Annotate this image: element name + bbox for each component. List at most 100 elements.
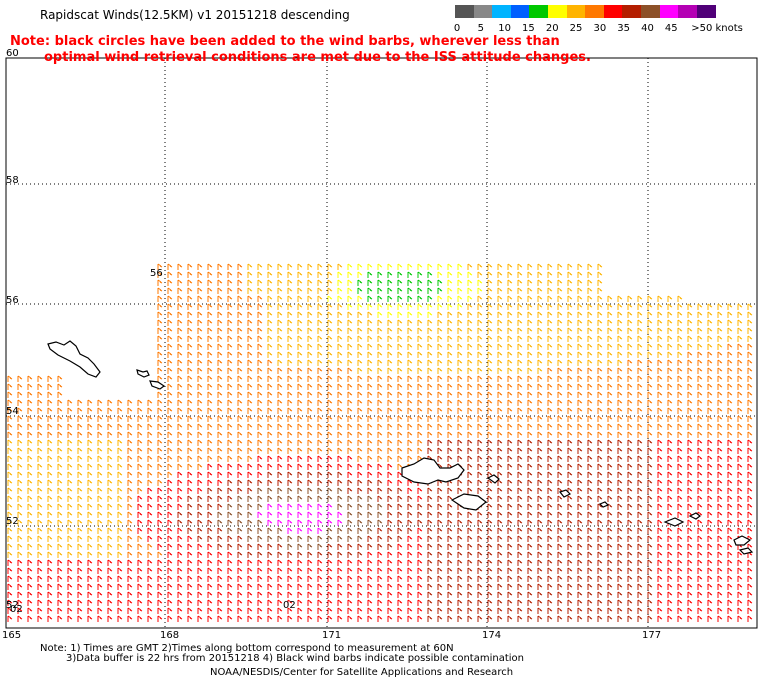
- wind-barb: [17, 407, 23, 414]
- wind-barb: [527, 271, 533, 278]
- wind-barb: [37, 471, 43, 478]
- wind-barb: [427, 511, 433, 518]
- wind-barb: [277, 279, 283, 286]
- wind-barb: [647, 303, 653, 310]
- wind-barb: [537, 519, 543, 526]
- wind-barb: [337, 503, 343, 510]
- wind-barb: [597, 551, 603, 558]
- wind-barb: [567, 439, 573, 446]
- wind-barb: [367, 527, 373, 534]
- wind-barb: [207, 615, 213, 622]
- wind-barb: [667, 495, 673, 502]
- wind-barb: [557, 615, 563, 622]
- wind-barb: [717, 599, 723, 606]
- wind-barb: [667, 351, 673, 358]
- wind-barb: [497, 495, 503, 502]
- wind-barb: [617, 391, 623, 398]
- wind-barb: [217, 303, 223, 310]
- wind-barb: [477, 327, 483, 334]
- wind-barb: [667, 399, 673, 406]
- wind-barb: [707, 511, 713, 518]
- wind-barb: [47, 463, 53, 470]
- wind-barb: [707, 335, 713, 342]
- wind-barb: [607, 535, 613, 542]
- wind-barb: [257, 279, 263, 286]
- wind-barb: [457, 335, 463, 342]
- wind-barb: [147, 567, 153, 574]
- wind-barb: [567, 399, 573, 406]
- wind-barb: [117, 535, 123, 542]
- wind-barb: [247, 471, 253, 478]
- wind-barb: [207, 455, 213, 462]
- wind-barb: [617, 375, 623, 382]
- wind-barb: [717, 495, 723, 502]
- wind-barb: [137, 615, 143, 622]
- wind-barb: [657, 607, 663, 614]
- wind-barb: [547, 543, 553, 550]
- wind-barb: [7, 575, 13, 582]
- wind-barb: [727, 367, 733, 374]
- wind-barb: [707, 319, 713, 326]
- wind-barb: [77, 599, 83, 606]
- wind-barb: [437, 359, 443, 366]
- wind-barb: [447, 311, 453, 318]
- wind-barb: [327, 495, 333, 502]
- wind-barb: [377, 415, 383, 422]
- wind-barb: [437, 279, 443, 286]
- wind-barb: [457, 543, 463, 550]
- wind-barb: [167, 447, 173, 454]
- wind-barb: [387, 447, 393, 454]
- wind-barb: [337, 319, 343, 326]
- wind-barb: [487, 415, 493, 422]
- wind-barb: [427, 327, 433, 334]
- wind-barb: [47, 487, 53, 494]
- wind-barb: [77, 551, 83, 558]
- wind-barb: [507, 383, 513, 390]
- wind-barb: [357, 567, 363, 574]
- wind-barb: [167, 391, 173, 398]
- wind-barb: [217, 311, 223, 318]
- wind-barb: [247, 375, 253, 382]
- wind-barb: [357, 423, 363, 430]
- wind-barb: [177, 399, 183, 406]
- wind-barb: [507, 567, 513, 574]
- wind-barb: [607, 367, 613, 374]
- wind-barb: [687, 303, 693, 310]
- wind-barb: [47, 391, 53, 398]
- wind-barb: [367, 271, 373, 278]
- wind-barb: [407, 335, 413, 342]
- wind-barb: [477, 287, 483, 294]
- wind-barb: [7, 439, 13, 446]
- wind-barb: [197, 415, 203, 422]
- wind-barb: [407, 455, 413, 462]
- wind-barb: [97, 551, 103, 558]
- wind-barb: [517, 439, 523, 446]
- wind-barb: [367, 343, 373, 350]
- scale-swatch: [659, 5, 679, 18]
- wind-barb: [237, 263, 243, 270]
- island-aleutian-d: [558, 489, 572, 498]
- wind-barb: [707, 567, 713, 574]
- wind-barb: [477, 519, 483, 526]
- wind-barb: [257, 263, 263, 270]
- wind-barb: [207, 351, 213, 358]
- wind-barb: [587, 383, 593, 390]
- wind-barb: [717, 415, 723, 422]
- wind-barb: [257, 271, 263, 278]
- wind-barb: [377, 511, 383, 518]
- wind-barb: [167, 415, 173, 422]
- island-aleutian-g: [688, 512, 701, 520]
- wind-barb: [597, 615, 603, 622]
- wind-barb: [137, 575, 143, 582]
- wind-barb: [37, 575, 43, 582]
- wind-barb: [357, 391, 363, 398]
- wind-barb: [207, 431, 213, 438]
- wind-barb: [47, 575, 53, 582]
- wind-barb: [637, 591, 643, 598]
- wind-barb: [667, 439, 673, 446]
- wind-barb: [637, 559, 643, 566]
- wind-barb: [597, 295, 603, 302]
- wind-barb: [97, 399, 103, 406]
- wind-barb: [317, 447, 323, 454]
- wind-barb: [457, 279, 463, 286]
